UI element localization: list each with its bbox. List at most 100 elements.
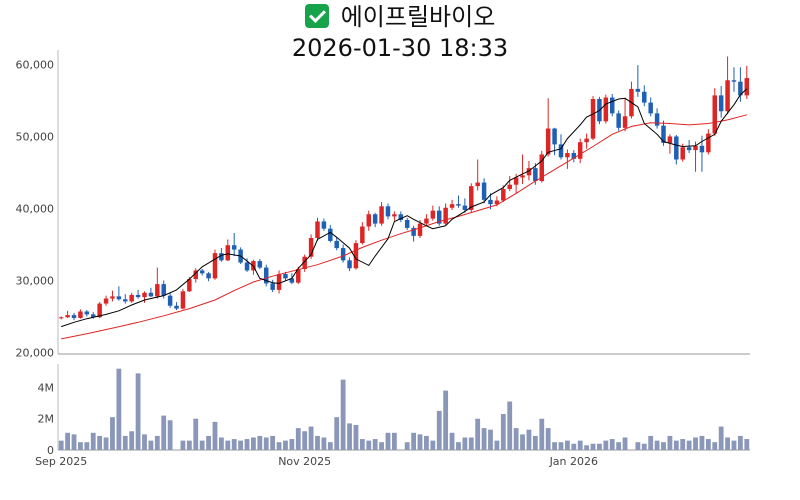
candle-body bbox=[462, 205, 468, 210]
volume-bar bbox=[122, 435, 128, 450]
candle-body bbox=[142, 292, 147, 298]
volume-bar bbox=[648, 435, 654, 450]
candle-body bbox=[392, 214, 397, 217]
volume-bar bbox=[308, 426, 314, 450]
candle-body bbox=[276, 274, 282, 290]
volume-bar bbox=[302, 431, 308, 450]
candle-body bbox=[116, 296, 122, 300]
candle-body bbox=[731, 80, 737, 82]
volume-bar bbox=[744, 439, 750, 450]
volume-bar bbox=[449, 432, 455, 450]
volume-bar bbox=[712, 442, 718, 450]
candle-body bbox=[308, 238, 314, 257]
candle-body bbox=[231, 245, 237, 250]
candle-body bbox=[123, 299, 128, 302]
volume-bar bbox=[372, 439, 378, 450]
candle-body bbox=[699, 145, 705, 153]
volume-bar bbox=[90, 432, 96, 450]
volume-bar bbox=[321, 437, 327, 450]
volume-bar bbox=[404, 442, 410, 450]
volume-bar bbox=[110, 417, 115, 450]
candle-body bbox=[417, 223, 423, 236]
volume-bar bbox=[443, 390, 449, 450]
candle-body bbox=[161, 284, 166, 296]
candle-body bbox=[661, 125, 666, 143]
candle-body bbox=[155, 284, 160, 297]
volume-bar bbox=[148, 440, 154, 450]
volume-bar bbox=[635, 442, 641, 450]
candle-body bbox=[443, 207, 448, 224]
title-datetime: 2026-01-30 18:33 bbox=[291, 34, 509, 62]
candle-body bbox=[680, 147, 685, 160]
volume-bar bbox=[65, 432, 71, 450]
volume-bar bbox=[231, 439, 237, 450]
candle-body bbox=[58, 317, 64, 319]
volume-bar bbox=[218, 437, 224, 450]
x-tick-label: Jan 2026 bbox=[549, 455, 598, 468]
ma-long-line bbox=[61, 114, 747, 340]
volume-bar bbox=[731, 440, 737, 450]
candle-body bbox=[577, 142, 583, 159]
candle-body bbox=[648, 102, 653, 114]
candle-body bbox=[167, 295, 173, 306]
candle-body bbox=[609, 97, 615, 114]
candle-body bbox=[558, 144, 564, 158]
candle-body bbox=[738, 81, 743, 96]
volume-bar bbox=[97, 435, 103, 450]
volume-bar bbox=[564, 440, 570, 450]
candle-body bbox=[616, 113, 621, 128]
candle-body bbox=[110, 296, 115, 299]
volume-bar bbox=[693, 437, 698, 450]
volume-bar bbox=[366, 440, 372, 450]
candle-body bbox=[674, 136, 679, 160]
volume-bar bbox=[347, 423, 352, 450]
candle-body bbox=[667, 136, 673, 143]
volume-bar bbox=[520, 434, 525, 450]
volume-bar bbox=[142, 434, 147, 450]
candle-body bbox=[103, 298, 109, 304]
volume-bar bbox=[532, 435, 538, 450]
candle-body bbox=[385, 206, 391, 217]
volume-bar bbox=[584, 445, 590, 450]
x-tick-label: Nov 2025 bbox=[278, 455, 331, 468]
candle-body bbox=[244, 262, 250, 271]
volume-bar bbox=[667, 435, 673, 450]
candle-body bbox=[148, 292, 154, 297]
volume-bar bbox=[340, 379, 346, 450]
volume-bar bbox=[686, 440, 692, 450]
candle-body bbox=[411, 227, 416, 236]
candle-body bbox=[135, 294, 141, 298]
candle-body bbox=[366, 214, 372, 227]
check-mark-button-icon bbox=[304, 4, 329, 28]
volume-bar bbox=[507, 401, 513, 450]
price-tick-label: 40,000 bbox=[16, 202, 55, 215]
candle-body bbox=[488, 199, 493, 205]
candle-body bbox=[590, 98, 596, 139]
volume-bar bbox=[359, 439, 365, 450]
volume-bar bbox=[167, 420, 173, 450]
candle-body bbox=[584, 138, 589, 143]
candle-body bbox=[84, 311, 90, 315]
volume-bar bbox=[494, 440, 500, 450]
candle-body bbox=[725, 80, 730, 112]
volume-tick-label: 0 bbox=[47, 444, 54, 457]
volume-bar bbox=[705, 439, 711, 450]
volume-tick-label: 2M bbox=[38, 413, 55, 426]
price-tick-label: 60,000 bbox=[16, 58, 55, 71]
volume-bar bbox=[263, 437, 269, 450]
candle-body bbox=[654, 113, 660, 126]
candle-body bbox=[372, 214, 378, 224]
volume-bar bbox=[327, 442, 333, 450]
volume-bar bbox=[276, 442, 282, 450]
volume-bar bbox=[225, 440, 231, 450]
candle-body bbox=[686, 147, 692, 151]
candle-body bbox=[360, 226, 365, 244]
x-tick-label: Sep 2025 bbox=[35, 455, 87, 468]
volume-bar bbox=[116, 368, 122, 450]
price-tick-label: 20,000 bbox=[16, 347, 55, 360]
candle-body bbox=[552, 128, 557, 145]
candle-body bbox=[90, 314, 96, 318]
volume-bar bbox=[180, 440, 186, 450]
volume-bar bbox=[481, 428, 487, 450]
candle-body bbox=[513, 177, 519, 185]
